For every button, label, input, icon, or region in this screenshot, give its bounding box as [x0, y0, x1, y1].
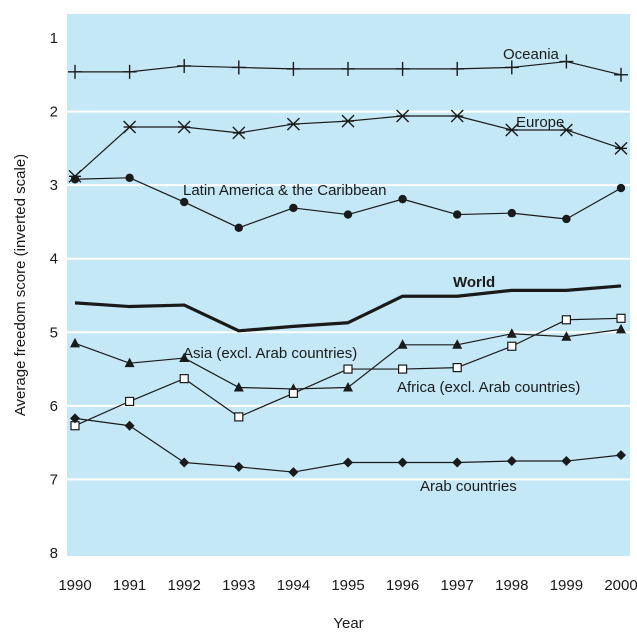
x-axis-label: Year: [333, 615, 363, 632]
x-tick-label: 1999: [550, 577, 583, 594]
x-tick-label: 1994: [277, 577, 310, 594]
y-tick-label: 8: [50, 545, 58, 562]
point-latin-america-the-caribbean: [508, 209, 516, 217]
point-africa-excl-arab-countries: [344, 365, 352, 373]
y-tick-label: 2: [50, 104, 58, 121]
point-latin-america-the-caribbean: [344, 210, 352, 218]
point-africa-excl-arab-countries: [235, 413, 243, 421]
x-tick-label: 1997: [441, 577, 474, 594]
series-label-oceania: Oceania: [503, 46, 560, 63]
x-tick-labels: 1990 1991 1992 1993 1994 1995 1996 1997 1998 1999…: [58, 577, 637, 594]
point-latin-america-the-caribbean: [398, 195, 406, 203]
point-africa-excl-arab-countries: [126, 397, 134, 405]
series-label-asia-excl-arab-countries: Asia (excl. Arab countries): [183, 345, 357, 362]
x-tick-label: 1990: [58, 577, 91, 594]
series-label-world: World: [453, 274, 495, 291]
x-tick-label: 2000: [604, 577, 637, 594]
point-latin-america-the-caribbean: [235, 224, 243, 232]
y-tick-label: 3: [50, 177, 58, 194]
point-latin-america-the-caribbean: [180, 198, 188, 206]
y-tick-labels: 1 2 3 4 5 6 7 8: [50, 30, 58, 562]
y-axis-label: Average freedom score (inverted scale): [12, 154, 29, 416]
series-label-europe: Europe: [516, 114, 564, 131]
point-africa-excl-arab-countries: [562, 316, 570, 324]
point-latin-america-the-caribbean: [289, 204, 297, 212]
point-latin-america-the-caribbean: [453, 210, 461, 218]
series-label-africa-excl-arab-countries: Africa (excl. Arab countries): [397, 379, 580, 396]
point-latin-america-the-caribbean: [617, 184, 625, 192]
x-tick-label: 1992: [168, 577, 201, 594]
series-label-latin-america-the-caribbean: Latin America & the Caribbean: [183, 182, 386, 199]
point-latin-america-the-caribbean: [71, 175, 79, 183]
point-africa-excl-arab-countries: [617, 314, 625, 322]
x-tick-label: 1996: [386, 577, 419, 594]
y-tick-label: 1: [50, 30, 58, 47]
point-africa-excl-arab-countries: [289, 389, 297, 397]
point-latin-america-the-caribbean: [562, 215, 570, 223]
point-africa-excl-arab-countries: [180, 375, 188, 383]
point-africa-excl-arab-countries: [508, 342, 516, 350]
y-tick-label: 6: [50, 398, 58, 415]
x-tick-label: 1991: [113, 577, 146, 594]
series-label-arab-countries: Arab countries: [420, 478, 517, 495]
x-tick-label: 1998: [495, 577, 528, 594]
point-africa-excl-arab-countries: [453, 364, 461, 372]
point-africa-excl-arab-countries: [399, 365, 407, 373]
x-tick-label: 1993: [222, 577, 255, 594]
plot-background: [67, 14, 630, 556]
x-tick-label: 1995: [331, 577, 364, 594]
y-tick-label: 5: [50, 324, 58, 341]
y-tick-label: 7: [50, 471, 58, 488]
y-tick-label: 4: [50, 251, 58, 268]
point-latin-america-the-caribbean: [125, 174, 133, 182]
